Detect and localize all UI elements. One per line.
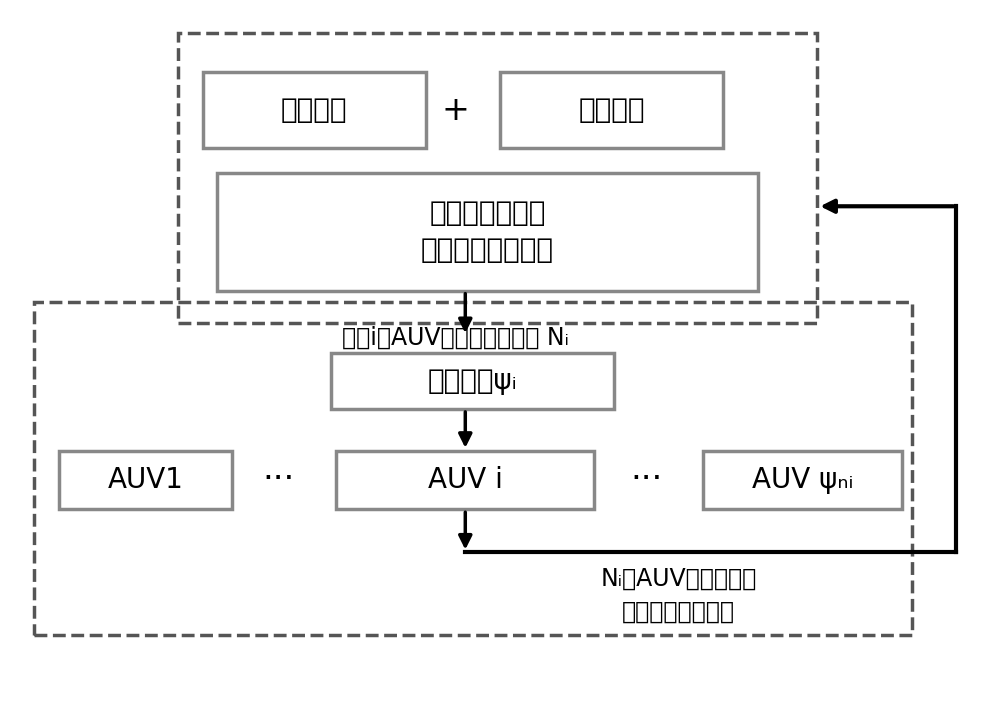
- FancyBboxPatch shape: [703, 451, 902, 510]
- Text: 与第i个AUV相互通信的集合 Nᵢ: 与第i个AUV相互通信的集合 Nᵢ: [342, 326, 569, 349]
- Text: ···: ···: [263, 463, 295, 496]
- FancyBboxPatch shape: [331, 353, 614, 409]
- FancyBboxPatch shape: [203, 72, 426, 147]
- Text: AUV ψₙᵢ: AUV ψₙᵢ: [752, 466, 853, 494]
- FancyBboxPatch shape: [59, 451, 232, 510]
- Text: AUV1: AUV1: [108, 466, 183, 494]
- Text: 基于最优控制的
分布式协同导引律: 基于最优控制的 分布式协同导引律: [421, 199, 554, 264]
- Text: 同时攻击: 同时攻击: [281, 96, 347, 124]
- FancyBboxPatch shape: [500, 72, 723, 147]
- Text: ···: ···: [631, 463, 663, 496]
- Text: Nᵢ个AUV相对目标方
位角与距离测量值: Nᵢ个AUV相对目标方 位角与距离测量值: [600, 567, 757, 624]
- Text: AUV i: AUV i: [428, 466, 503, 494]
- Text: +: +: [441, 94, 469, 127]
- Text: 本地制导ψᵢ: 本地制导ψᵢ: [428, 367, 518, 395]
- FancyBboxPatch shape: [217, 173, 758, 291]
- Text: 信息最大: 信息最大: [578, 96, 645, 124]
- FancyBboxPatch shape: [336, 451, 594, 510]
